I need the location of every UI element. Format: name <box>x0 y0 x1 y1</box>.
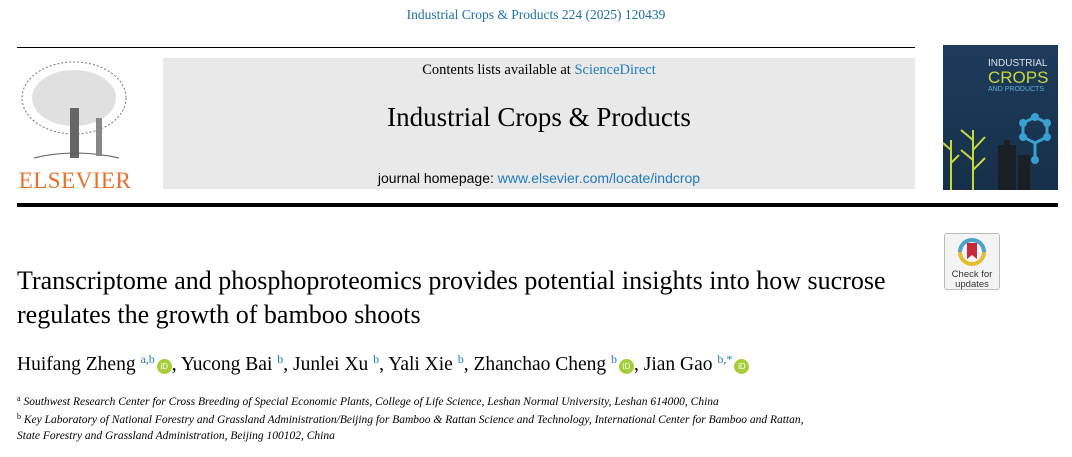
orcid-icon[interactable]: iD <box>734 359 750 374</box>
crossmark-label-2: updates <box>955 279 989 290</box>
affiliation-a: a Southwest Research Center for Cross Br… <box>17 394 719 408</box>
author-list: Huifang Zheng a,biD, Yucong Bai b, Junle… <box>17 352 750 376</box>
orcid-icon[interactable]: iD <box>156 359 172 374</box>
sciencedirect-link[interactable]: ScienceDirect <box>574 62 656 78</box>
author-name[interactable]: Yucong Bai <box>180 354 273 375</box>
affiliation-b: b Key Laboratory of National Forestry an… <box>17 412 804 426</box>
cover-line-3: AND PRODUCTS <box>988 86 1045 93</box>
author[interactable]: Huifang Zheng a,biD <box>17 352 172 375</box>
author-name[interactable]: Junlei Xu <box>292 354 369 375</box>
author-affiliation-mark[interactable]: b <box>457 352 464 366</box>
homepage-prefix: journal homepage: <box>377 170 498 186</box>
author-affiliation-mark[interactable]: a,b <box>140 352 155 366</box>
crossmark-icon <box>958 238 986 266</box>
contents-prefix: Contents lists available at <box>422 62 575 78</box>
author-affiliation-mark[interactable]: b <box>611 352 618 366</box>
author[interactable]: Jian Gao b,*iD <box>643 352 750 375</box>
elsevier-wordmark: ELSEVIER <box>18 168 132 193</box>
elsevier-tree-logo <box>14 58 136 192</box>
orcid-icon[interactable]: iD <box>619 359 635 374</box>
journal-cover[interactable]: INDUSTRIAL CROPS AND PRODUCTS <box>943 45 1058 190</box>
journal-title: Industrial Crops & Products <box>387 102 691 132</box>
author-name[interactable]: Zhanchao Cheng <box>473 354 607 375</box>
affiliation-mark: a <box>17 394 21 403</box>
affiliation-b-cont: State Forestry and Grassland Administrat… <box>17 430 335 442</box>
author-name[interactable]: Jian Gao <box>643 354 713 375</box>
cover-artwork <box>943 113 1051 190</box>
journal-citation[interactable]: Industrial Crops & Products 224 (2025) 1… <box>406 7 666 22</box>
affiliation-text: Southwest Research Center for Cross Bree… <box>23 396 719 408</box>
author-name[interactable]: Yali Xie <box>388 354 453 375</box>
affiliation-mark: b <box>17 412 21 421</box>
header-rule <box>17 203 1058 207</box>
author[interactable]: Yali Xie b <box>388 352 464 375</box>
author[interactable]: Junlei Xu b <box>292 352 380 375</box>
homepage-link[interactable]: www.elsevier.com/locate/indcrop <box>497 170 701 186</box>
cover-line-2: CROPS <box>988 68 1049 87</box>
article-title: Transcriptome and phosphoproteomics prov… <box>17 266 886 329</box>
crossmark-label-1: Check for <box>951 269 993 280</box>
author-affiliation-mark[interactable]: b <box>277 352 284 366</box>
author-name[interactable]: Huifang Zheng <box>17 354 136 375</box>
affiliation-text: Key Laboratory of National Forestry and … <box>23 414 804 426</box>
author[interactable]: Yucong Bai b <box>180 352 284 375</box>
journal-banner: Contents lists available at ScienceDirec… <box>163 58 915 189</box>
author-affiliation-mark[interactable]: b,* <box>717 352 733 366</box>
check-for-updates-button[interactable]: Check for updates <box>944 233 1000 290</box>
author-affiliation-mark[interactable]: b <box>373 352 380 366</box>
divider <box>17 47 915 48</box>
homepage-line: journal homepage: www.elsevier.com/locat… <box>163 170 915 186</box>
cover-line-1: INDUSTRIAL <box>988 58 1048 69</box>
contents-line: Contents lists available at ScienceDirec… <box>163 62 915 79</box>
author[interactable]: Zhanchao Cheng biD <box>473 352 635 375</box>
